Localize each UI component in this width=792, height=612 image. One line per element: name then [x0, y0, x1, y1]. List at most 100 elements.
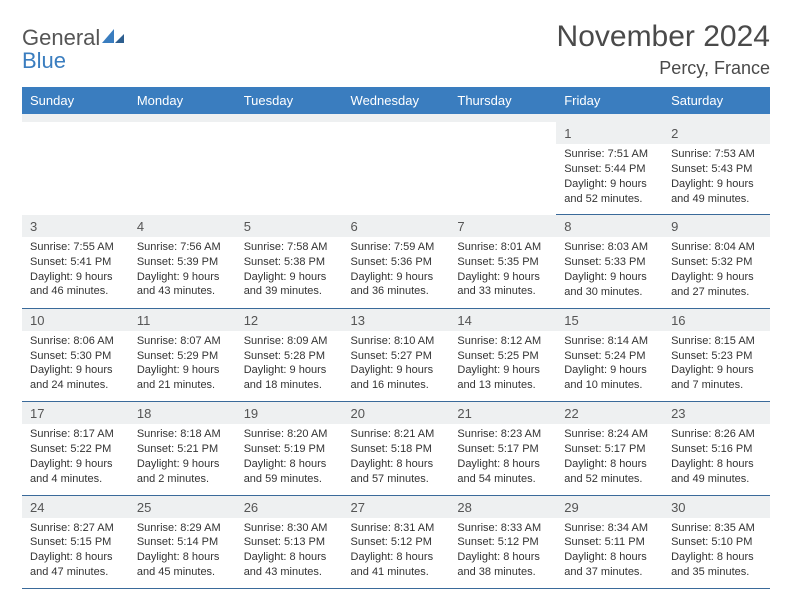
- day-cell: 11Sunrise: 8:07 AMSunset: 5:29 PMDayligh…: [129, 308, 236, 401]
- day-content: Sunrise: 8:09 AMSunset: 5:28 PMDaylight:…: [236, 331, 343, 401]
- day-content: Sunrise: 7:56 AMSunset: 5:39 PMDaylight:…: [129, 237, 236, 307]
- day-number: 1: [556, 122, 663, 144]
- day-number: 12: [236, 309, 343, 331]
- logo-part1: General: [22, 25, 100, 50]
- day-number: 6: [343, 215, 450, 237]
- day-content: Sunrise: 8:14 AMSunset: 5:24 PMDaylight:…: [556, 331, 663, 401]
- day-number: 19: [236, 402, 343, 424]
- weekday-header-row: Sunday Monday Tuesday Wednesday Thursday…: [22, 87, 770, 114]
- day-cell: 9Sunrise: 8:04 AMSunset: 5:32 PMDaylight…: [663, 215, 770, 308]
- day-content: Sunrise: 7:55 AMSunset: 5:41 PMDaylight:…: [22, 237, 129, 307]
- weekday-sunday: Sunday: [22, 87, 129, 114]
- day-content: Sunrise: 8:33 AMSunset: 5:12 PMDaylight:…: [449, 518, 556, 588]
- calendar-week-row: 17Sunrise: 8:17 AMSunset: 5:22 PMDayligh…: [22, 402, 770, 495]
- day-cell: 27Sunrise: 8:31 AMSunset: 5:12 PMDayligh…: [343, 495, 450, 588]
- day-content: Sunrise: 7:58 AMSunset: 5:38 PMDaylight:…: [236, 237, 343, 307]
- day-number: 10: [22, 309, 129, 331]
- day-content: Sunrise: 8:23 AMSunset: 5:17 PMDaylight:…: [449, 424, 556, 494]
- day-content: Sunrise: 8:10 AMSunset: 5:27 PMDaylight:…: [343, 331, 450, 401]
- day-number: 15: [556, 309, 663, 331]
- day-number: 20: [343, 402, 450, 424]
- day-number: 4: [129, 215, 236, 237]
- day-cell: 8Sunrise: 8:03 AMSunset: 5:33 PMDaylight…: [556, 215, 663, 308]
- month-title: November 2024: [557, 20, 770, 54]
- day-cell: [343, 122, 450, 215]
- calendar-week-row: 1Sunrise: 7:51 AMSunset: 5:44 PMDaylight…: [22, 122, 770, 215]
- day-cell: 29Sunrise: 8:34 AMSunset: 5:11 PMDayligh…: [556, 495, 663, 588]
- title-block: November 2024 Percy, France: [557, 20, 770, 79]
- header-spacer: [22, 114, 770, 122]
- day-cell: 17Sunrise: 8:17 AMSunset: 5:22 PMDayligh…: [22, 402, 129, 495]
- day-number: 25: [129, 496, 236, 518]
- day-content: Sunrise: 8:04 AMSunset: 5:32 PMDaylight:…: [663, 237, 770, 307]
- day-number: 17: [22, 402, 129, 424]
- day-number: 7: [449, 215, 556, 237]
- calendar-table: Sunday Monday Tuesday Wednesday Thursday…: [22, 87, 770, 589]
- calendar-body: 1Sunrise: 7:51 AMSunset: 5:44 PMDaylight…: [22, 122, 770, 588]
- day-content: Sunrise: 7:53 AMSunset: 5:43 PMDaylight:…: [663, 144, 770, 214]
- day-content: Sunrise: 8:34 AMSunset: 5:11 PMDaylight:…: [556, 518, 663, 588]
- day-number: 9: [663, 215, 770, 237]
- weekday-saturday: Saturday: [663, 87, 770, 114]
- day-content: Sunrise: 8:15 AMSunset: 5:23 PMDaylight:…: [663, 331, 770, 401]
- day-content: Sunrise: 8:29 AMSunset: 5:14 PMDaylight:…: [129, 518, 236, 588]
- day-cell: 16Sunrise: 8:15 AMSunset: 5:23 PMDayligh…: [663, 308, 770, 401]
- day-cell: 28Sunrise: 8:33 AMSunset: 5:12 PMDayligh…: [449, 495, 556, 588]
- day-number: 5: [236, 215, 343, 237]
- day-number: 29: [556, 496, 663, 518]
- day-cell: 13Sunrise: 8:10 AMSunset: 5:27 PMDayligh…: [343, 308, 450, 401]
- day-content: Sunrise: 8:30 AMSunset: 5:13 PMDaylight:…: [236, 518, 343, 588]
- day-cell: 2Sunrise: 7:53 AMSunset: 5:43 PMDaylight…: [663, 122, 770, 215]
- calendar-week-row: 3Sunrise: 7:55 AMSunset: 5:41 PMDaylight…: [22, 215, 770, 308]
- day-cell: 7Sunrise: 8:01 AMSunset: 5:35 PMDaylight…: [449, 215, 556, 308]
- weekday-tuesday: Tuesday: [236, 87, 343, 114]
- day-content: Sunrise: 8:20 AMSunset: 5:19 PMDaylight:…: [236, 424, 343, 494]
- logo: General Blue: [22, 26, 126, 72]
- day-content: Sunrise: 8:17 AMSunset: 5:22 PMDaylight:…: [22, 424, 129, 494]
- day-number: 14: [449, 309, 556, 331]
- day-content: Sunrise: 8:18 AMSunset: 5:21 PMDaylight:…: [129, 424, 236, 494]
- weekday-friday: Friday: [556, 87, 663, 114]
- day-cell: 24Sunrise: 8:27 AMSunset: 5:15 PMDayligh…: [22, 495, 129, 588]
- header: General Blue November 2024 Percy, France: [22, 20, 770, 79]
- day-cell: 21Sunrise: 8:23 AMSunset: 5:17 PMDayligh…: [449, 402, 556, 495]
- logo-text: General Blue: [22, 26, 126, 72]
- day-number: 27: [343, 496, 450, 518]
- day-number: 22: [556, 402, 663, 424]
- logo-part2: Blue: [22, 48, 66, 73]
- day-cell: 18Sunrise: 8:18 AMSunset: 5:21 PMDayligh…: [129, 402, 236, 495]
- day-content: Sunrise: 8:06 AMSunset: 5:30 PMDaylight:…: [22, 331, 129, 401]
- day-cell: [449, 122, 556, 215]
- day-number: 13: [343, 309, 450, 331]
- day-content: Sunrise: 8:01 AMSunset: 5:35 PMDaylight:…: [449, 237, 556, 307]
- day-number: 2: [663, 122, 770, 144]
- day-number: 26: [236, 496, 343, 518]
- day-cell: [22, 122, 129, 215]
- day-cell: [236, 122, 343, 215]
- day-content: Sunrise: 7:51 AMSunset: 5:44 PMDaylight:…: [556, 144, 663, 214]
- day-number: 28: [449, 496, 556, 518]
- calendar-week-row: 24Sunrise: 8:27 AMSunset: 5:15 PMDayligh…: [22, 495, 770, 588]
- day-content: Sunrise: 8:27 AMSunset: 5:15 PMDaylight:…: [22, 518, 129, 588]
- day-cell: 20Sunrise: 8:21 AMSunset: 5:18 PMDayligh…: [343, 402, 450, 495]
- day-cell: 10Sunrise: 8:06 AMSunset: 5:30 PMDayligh…: [22, 308, 129, 401]
- day-number: 3: [22, 215, 129, 237]
- day-content: Sunrise: 8:21 AMSunset: 5:18 PMDaylight:…: [343, 424, 450, 494]
- day-content: Sunrise: 8:35 AMSunset: 5:10 PMDaylight:…: [663, 518, 770, 588]
- day-content: Sunrise: 8:12 AMSunset: 5:25 PMDaylight:…: [449, 331, 556, 401]
- logo-sail-icon: [100, 25, 126, 50]
- day-number: 18: [129, 402, 236, 424]
- day-content: Sunrise: 8:24 AMSunset: 5:17 PMDaylight:…: [556, 424, 663, 494]
- day-number: 30: [663, 496, 770, 518]
- weekday-monday: Monday: [129, 87, 236, 114]
- day-cell: 15Sunrise: 8:14 AMSunset: 5:24 PMDayligh…: [556, 308, 663, 401]
- day-cell: 12Sunrise: 8:09 AMSunset: 5:28 PMDayligh…: [236, 308, 343, 401]
- day-content: Sunrise: 8:26 AMSunset: 5:16 PMDaylight:…: [663, 424, 770, 494]
- calendar-week-row: 10Sunrise: 8:06 AMSunset: 5:30 PMDayligh…: [22, 308, 770, 401]
- day-cell: 6Sunrise: 7:59 AMSunset: 5:36 PMDaylight…: [343, 215, 450, 308]
- weekday-wednesday: Wednesday: [343, 87, 450, 114]
- day-cell: [129, 122, 236, 215]
- day-content: Sunrise: 7:59 AMSunset: 5:36 PMDaylight:…: [343, 237, 450, 307]
- day-number: 24: [22, 496, 129, 518]
- day-cell: 4Sunrise: 7:56 AMSunset: 5:39 PMDaylight…: [129, 215, 236, 308]
